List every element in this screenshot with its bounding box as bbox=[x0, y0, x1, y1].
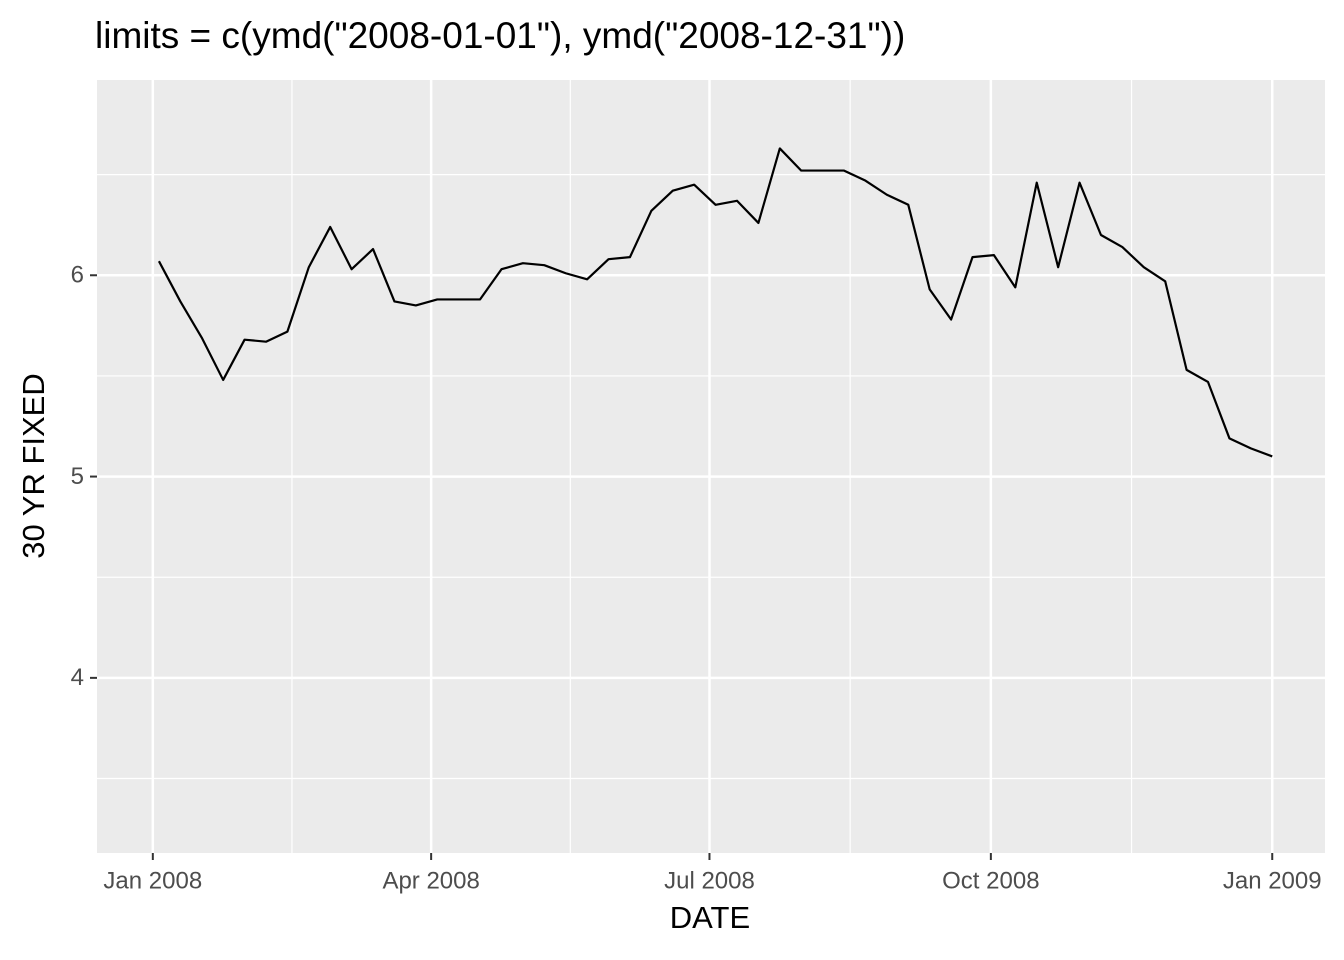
x-tick-label: Jan 2009 bbox=[1223, 867, 1322, 894]
y-tick-label: 5 bbox=[71, 463, 84, 490]
line-series bbox=[157, 147, 1273, 458]
x-axis-title: DATE bbox=[670, 900, 750, 935]
x-tick-label: Oct 2008 bbox=[942, 867, 1039, 894]
y-tick-label: 6 bbox=[71, 262, 84, 289]
plot-panel bbox=[97, 80, 1325, 853]
y-axis-title: 30 YR FIXED bbox=[16, 373, 51, 559]
x-tick-label: Apr 2008 bbox=[382, 867, 479, 894]
x-tick-label: Jul 2008 bbox=[664, 867, 755, 894]
x-tick-label: Jan 2008 bbox=[103, 867, 202, 894]
y-tick-label: 4 bbox=[71, 664, 84, 691]
chart-title: limits = c(ymd("2008-01-01"), ymd("2008-… bbox=[95, 15, 905, 56]
